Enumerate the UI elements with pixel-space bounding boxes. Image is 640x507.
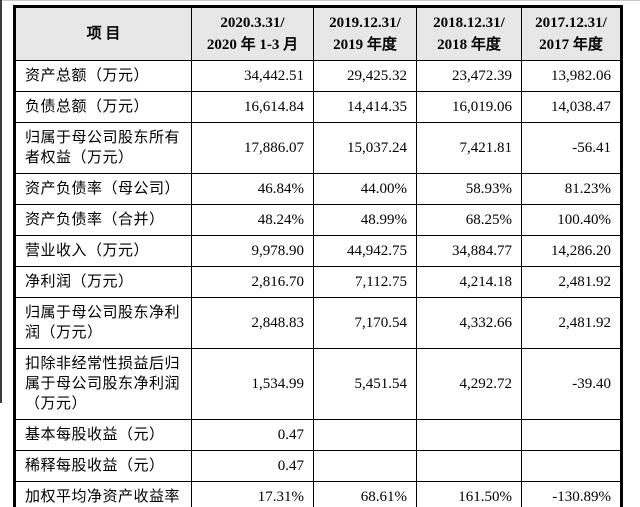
table-row: 资产总额（万元） 34,442.51 29,425.32 23,472.39 13,98… (14, 60, 622, 92)
table-row: 归属于母公司股东净利润（万元） 2,848.83 7,170.54 4,332.66 2… (14, 297, 622, 349)
row-value: 7,112.75 (313, 266, 417, 298)
row-value: 7,421.81 (416, 122, 522, 174)
row-value: 14,286.20 (521, 235, 622, 267)
row-value: -56.41 (521, 122, 622, 174)
row-value: 13,982.06 (521, 60, 622, 92)
table-row: 归属于母公司股东所有者权益（万元） 17,886.07 15,037.24 7,421… (14, 122, 622, 174)
row-label: 基本每股收益（元） (14, 419, 192, 451)
row-label: 资产总额（万元） (14, 60, 192, 92)
row-label: 加权平均净资产收益率 (14, 481, 192, 507)
header-date-line: 2019.12.31/ (329, 15, 401, 31)
row-value: 0.47 (191, 419, 314, 451)
row-value: 29,425.32 (313, 60, 417, 92)
row-value: -39.40 (521, 348, 622, 420)
header-date-line: 2017.12.31/ (535, 15, 607, 31)
row-value: 2,481.92 (521, 297, 622, 349)
table-row: 扣除非经常性损益后归属于母公司股东净利润（万元） 1,534.99 5,451.54… (14, 348, 622, 420)
row-value: 48.99% (313, 204, 417, 236)
row-label: 归属于母公司股东净利润（万元） (14, 297, 192, 349)
row-label: 归属于母公司股东所有者权益（万元） (14, 122, 192, 174)
row-value: 14,038.47 (521, 91, 622, 123)
header-period-2020q1: 2020.3.31/ 2020 年 1-3 月 (191, 6, 314, 61)
row-value: 17,886.07 (191, 122, 314, 174)
financial-summary-table: 项 目 2020.3.31/ 2020 年 1-3 月 2019.12.31/ … (13, 5, 623, 507)
header-period-line: 2017 年度 (539, 37, 603, 53)
row-value: 48.24% (191, 204, 314, 236)
row-value (313, 419, 417, 451)
table-row: 加权平均净资产收益率 17.31% 68.61% 161.50% -130.89% (14, 481, 622, 507)
table-row: 净利润（万元） 2,816.70 7,112.75 4,214.18 2,481.92 (14, 266, 622, 298)
row-value: 81.23% (521, 173, 622, 205)
row-value: 7,170.54 (313, 297, 417, 349)
row-value: 14,414.35 (313, 91, 417, 123)
row-value: 23,472.39 (416, 60, 522, 92)
row-value: 4,292.72 (416, 348, 522, 420)
row-value: 100.40% (521, 204, 622, 236)
row-label: 稀释每股收益（元） (14, 450, 192, 482)
row-value: 0.47 (191, 450, 314, 482)
row-value (313, 450, 417, 482)
header-item-column: 项 目 (14, 6, 192, 61)
table-row: 基本每股收益（元） 0.47 (14, 419, 622, 451)
table-body: 资产总额（万元） 34,442.51 29,425.32 23,472.39 13,98… (14, 60, 622, 507)
row-label: 资产负债率（母公司） (14, 173, 192, 205)
header-date-line: 2020.3.31/ (220, 15, 285, 31)
row-label: 资产负债率（合并） (14, 204, 192, 236)
row-value: -130.89% (521, 481, 622, 507)
row-value: 68.25% (416, 204, 522, 236)
header-period-2017: 2017.12.31/ 2017 年度 (521, 6, 622, 61)
row-value: 161.50% (416, 481, 522, 507)
page-top-edge-line (0, 0, 640, 1)
row-value: 2,481.92 (521, 266, 622, 298)
row-value: 9,978.90 (191, 235, 314, 267)
row-value (521, 419, 622, 451)
header-period-2018: 2018.12.31/ 2018 年度 (416, 6, 522, 61)
header-period-line: 2019 年度 (333, 37, 397, 53)
row-value: 68.61% (313, 481, 417, 507)
row-value: 4,332.66 (416, 297, 522, 349)
header-date-line: 2018.12.31/ (433, 15, 505, 31)
header-period-2019: 2019.12.31/ 2019 年度 (313, 6, 417, 61)
row-label: 负债总额（万元） (14, 91, 192, 123)
row-value: 17.31% (191, 481, 314, 507)
row-value: 34,884.77 (416, 235, 522, 267)
row-value: 15,037.24 (313, 122, 417, 174)
row-value: 34,442.51 (191, 60, 314, 92)
page-left-edge-strip (0, 0, 2, 403)
table-header: 项 目 2020.3.31/ 2020 年 1-3 月 2019.12.31/ … (14, 6, 622, 61)
row-value: 16,614.84 (191, 91, 314, 123)
row-value: 4,214.18 (416, 266, 522, 298)
row-label: 扣除非经常性损益后归属于母公司股东净利润（万元） (14, 348, 192, 420)
table-row: 负债总额（万元） 16,614.84 14,414.35 16,019.06 14,03… (14, 91, 622, 123)
header-period-line: 2018 年度 (437, 37, 501, 53)
header-row: 项 目 2020.3.31/ 2020 年 1-3 月 2019.12.31/ … (14, 6, 622, 61)
header-item-label: 项 目 (86, 26, 121, 42)
row-value (521, 450, 622, 482)
row-value: 1,534.99 (191, 348, 314, 420)
row-value: 5,451.54 (313, 348, 417, 420)
row-value: 44.00% (313, 173, 417, 205)
header-period-line: 2020 年 1-3 月 (206, 37, 299, 53)
row-value: 2,816.70 (191, 266, 314, 298)
row-value (416, 450, 522, 482)
table-row: 资产负债率（母公司） 46.84% 44.00% 58.93% 81.23% (14, 173, 622, 205)
row-value (416, 419, 522, 451)
table-row: 营业收入（万元） 9,978.90 44,942.75 34,884.77 14,286… (14, 235, 622, 267)
table-row: 资产负债率（合并） 48.24% 48.99% 68.25% 100.40% (14, 204, 622, 236)
row-value: 58.93% (416, 173, 522, 205)
row-label: 净利润（万元） (14, 266, 192, 298)
row-value: 16,019.06 (416, 91, 522, 123)
table-row: 稀释每股收益（元） 0.47 (14, 450, 622, 482)
row-label: 营业收入（万元） (14, 235, 192, 267)
row-value: 44,942.75 (313, 235, 417, 267)
row-value: 46.84% (191, 173, 314, 205)
row-value: 2,848.83 (191, 297, 314, 349)
